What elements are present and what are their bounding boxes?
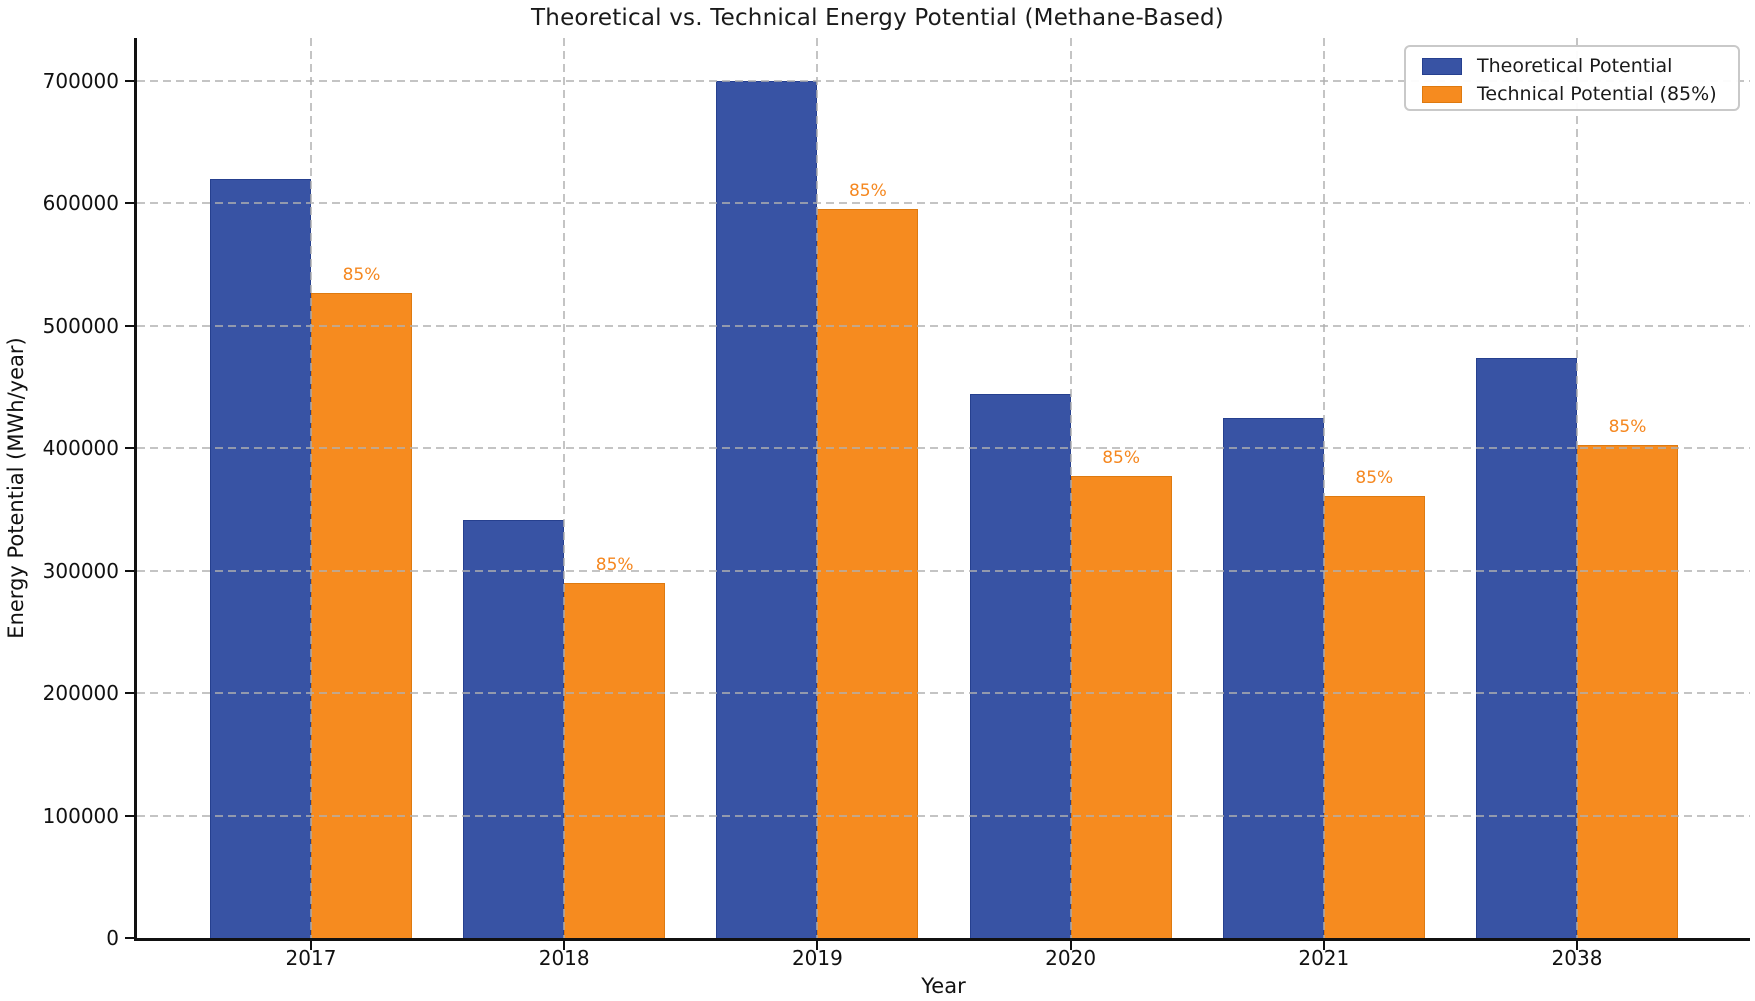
y-tick-mark (125, 937, 134, 939)
y-tick-label-0: 0 (106, 926, 119, 950)
bar-technical-2038 (1577, 444, 1678, 938)
x-tick-label-2019: 2019 (791, 946, 843, 970)
x-tick-mark (563, 941, 566, 950)
bar-theoretical-2038 (1476, 357, 1577, 938)
chart-title: Theoretical vs. Technical Energy Potenti… (531, 5, 1224, 31)
y-axis-title: Energy Potential (MWh/year) (4, 337, 28, 639)
bar-technical-2019 (817, 209, 919, 938)
legend: Theoretical Potential Technical Potentia… (1404, 45, 1740, 111)
gridline-y-500000 (137, 324, 1750, 327)
bar-theoretical-2018 (463, 520, 565, 938)
bar-percent-label-2021: 85% (1355, 467, 1394, 488)
bar-technical-2018 (564, 583, 666, 938)
legend-item-technical: Technical Potential (85%) (1422, 84, 1717, 104)
legend-swatch-technical-icon (1422, 85, 1462, 103)
y-tick-label-400000: 400000 (42, 436, 119, 461)
y-tick-label-100000: 100000 (42, 803, 119, 828)
bar-theoretical-2020 (969, 394, 1071, 938)
gridline-x-2020 (1069, 38, 1072, 938)
gridline-y-100000 (137, 814, 1750, 817)
x-tick-label-2018: 2018 (538, 946, 590, 970)
x-axis-title: Year (921, 974, 966, 998)
y-tick-label-700000: 700000 (42, 68, 119, 93)
y-tick-label-300000: 300000 (42, 558, 119, 583)
bar-percent-label-2038: 85% (1608, 416, 1647, 437)
y-tick-mark (125, 692, 134, 695)
gridline-x-2019 (816, 38, 819, 938)
y-tick-mark (125, 202, 134, 205)
gridline-x-2021 (1322, 38, 1325, 938)
y-tick-mark (125, 814, 134, 817)
gridline-y-400000 (137, 447, 1750, 450)
bar-theoretical-2019 (716, 80, 818, 938)
gridline-y-700000 (137, 79, 1750, 82)
bar-percent-label-2018: 85% (595, 555, 634, 576)
legend-label-theoretical: Theoretical Potential (1477, 55, 1673, 77)
bar-technical-2020 (1070, 475, 1172, 938)
y-tick-mark (125, 324, 134, 327)
gridline-x-2038 (1576, 38, 1578, 938)
gridline-y-600000 (137, 202, 1750, 205)
bar-percent-label-2020: 85% (1102, 447, 1140, 468)
y-tick-label-200000: 200000 (42, 681, 119, 706)
gridline-y-200000 (137, 692, 1750, 695)
y-tick-label-500000: 500000 (42, 313, 119, 338)
legend-item-theoretical: Theoretical Potential (1422, 56, 1672, 76)
bar-technical-2017 (311, 292, 412, 938)
legend-swatch-theoretical-icon (1422, 57, 1462, 75)
x-tick-label-2017: 2017 (285, 946, 337, 970)
y-axis-spine (134, 38, 137, 941)
bar-percent-label-2017: 85% (342, 264, 381, 285)
x-tick-mark (1322, 941, 1325, 950)
x-tick-label-2038: 2038 (1551, 946, 1603, 970)
bar-technical-2021 (1323, 495, 1425, 938)
gridline-y-300000 (137, 569, 1750, 572)
x-axis-spine (134, 938, 1750, 941)
y-tick-mark (125, 569, 134, 572)
y-tick-mark (125, 447, 134, 450)
y-tick-label-600000: 600000 (42, 191, 119, 216)
x-tick-label-2020: 2020 (1045, 946, 1097, 970)
bar-theoretical-2021 (1222, 417, 1324, 938)
x-tick-label-2021: 2021 (1298, 946, 1350, 970)
legend-label-technical: Technical Potential (85%) (1477, 83, 1717, 105)
x-tick-mark (1069, 941, 1072, 950)
bar-theoretical-2017 (210, 178, 311, 938)
gridline-x-2018 (563, 38, 566, 938)
x-tick-mark (1576, 941, 1578, 950)
bar-percent-label-2019: 85% (848, 181, 887, 202)
y-tick-mark (125, 79, 134, 82)
x-tick-mark (310, 941, 312, 950)
x-tick-mark (816, 941, 819, 950)
gridline-x-2017 (310, 38, 312, 938)
plot-area: 85% 85% 85% 85% 85% 85% (134, 38, 1750, 941)
